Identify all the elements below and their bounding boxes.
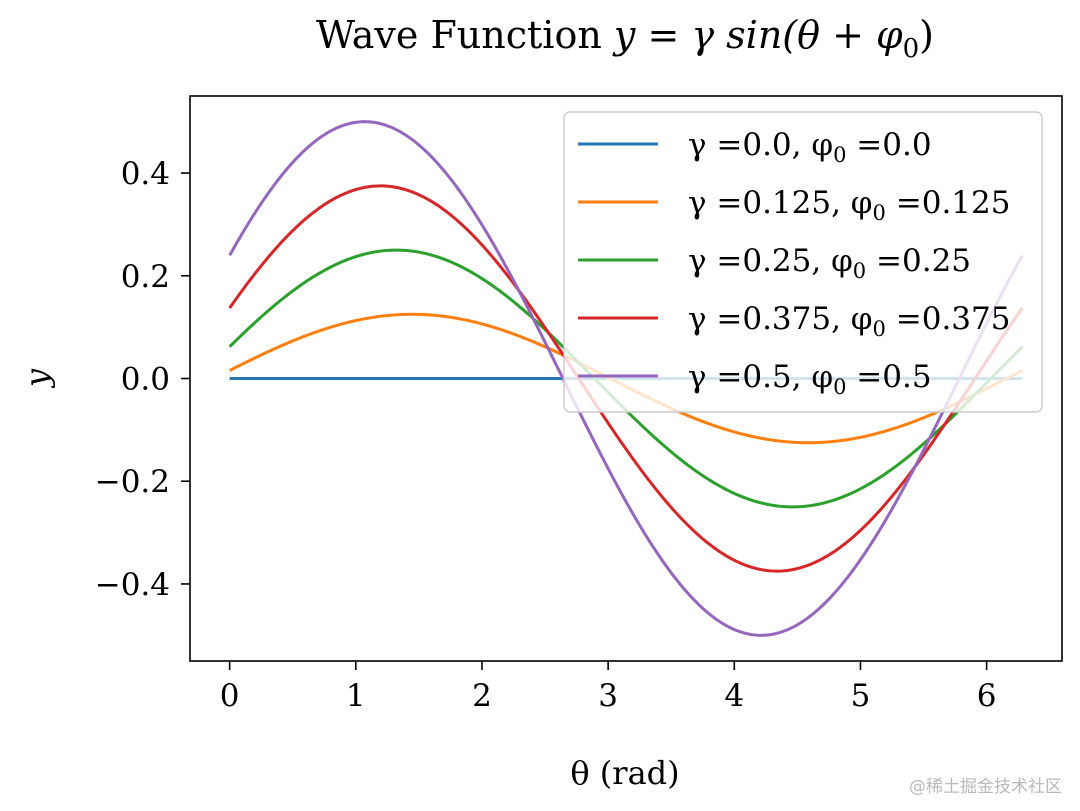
legend-label-1: γ =0.125, φ0 =0.125 [688,185,1010,225]
legend-label-4: γ =0.5, φ0 =0.5 [688,359,932,399]
y-tick-label: 0.4 [121,156,170,192]
y-tick-label: −0.4 [95,567,170,603]
x-tick-label: 1 [346,678,366,714]
legend-label-2: γ =0.25, φ0 =0.25 [688,243,971,283]
x-tick-label: 5 [851,678,871,714]
y-tick-label: 0.0 [121,362,170,398]
legend-box [563,111,1043,413]
x-tick-label: 6 [977,678,997,714]
x-tick-label: 2 [472,678,492,714]
x-axis-label: θ (rad) [570,754,679,792]
series-line-4 [228,120,1024,637]
legend-label-0: γ =0.0, φ0 =0.0 [688,127,932,167]
y-axis-label: y [18,368,56,389]
series-line-3 [228,184,1024,573]
x-tick-label: 0 [220,678,240,714]
legend: γ =0.0, φ0 =0.0 γ =0.125, φ0 =0.125 γ =0.2… [563,111,1043,413]
y-axis-ticks: −0.4 −0.2 0.0 0.2 0.4 [95,156,190,603]
x-tick-label: 3 [598,678,618,714]
x-tick-label: 4 [724,678,744,714]
watermark-text: @稀土掘金技术社区 [909,777,1062,797]
y-tick-label: 0.2 [121,259,170,295]
y-tick-label: −0.2 [95,464,170,500]
chart-title: Wave Function y = γ sin(θ + φ0) [316,13,934,64]
legend-label-3: γ =0.375, φ0 =0.375 [688,301,1010,341]
x-axis-ticks: 0 1 2 3 4 5 6 [220,661,997,714]
